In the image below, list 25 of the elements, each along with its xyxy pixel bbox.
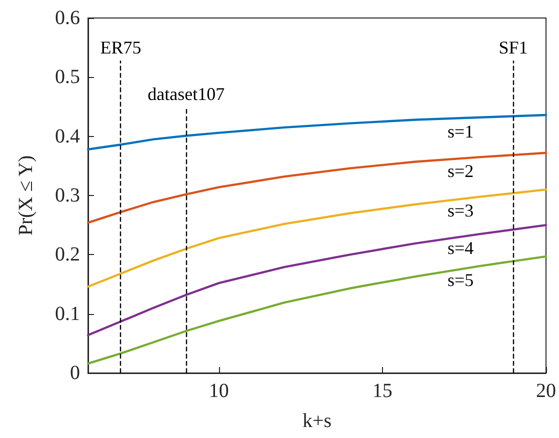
y-tick-label: 0.4 [55,125,80,148]
y-tick-label: 0.6 [55,7,80,29]
y-tick-label: 0 [70,362,80,384]
x-tick-label: 20 [536,380,556,402]
line-series [86,188,548,288]
series-label: s=1 [447,121,474,142]
series-label: s=4 [447,238,474,258]
x-tick-label: 15 [372,380,392,402]
series-label: s=3 [447,200,474,221]
line-series [86,114,548,150]
series-label: s=5 [447,270,474,290]
x-tick-label: 10 [208,380,229,402]
ref-line-label: ER75 [100,38,142,58]
series-label: s=2 [447,161,474,182]
y-tick-label: 0.3 [55,184,80,206]
y-axis-title: Pr(X ≤ Y) [15,155,37,236]
line-series [86,152,548,224]
y-tick-label: 0.5 [55,66,80,88]
y-tick-label: 0.1 [55,302,80,325]
ref-line-label: dataset107 [148,84,225,104]
line-series [86,224,548,336]
y-tick-label: 0.2 [55,244,80,266]
line-series [86,255,548,365]
x-axis-title: k+s [302,410,332,432]
ref-line-label: SF1 [498,38,528,58]
